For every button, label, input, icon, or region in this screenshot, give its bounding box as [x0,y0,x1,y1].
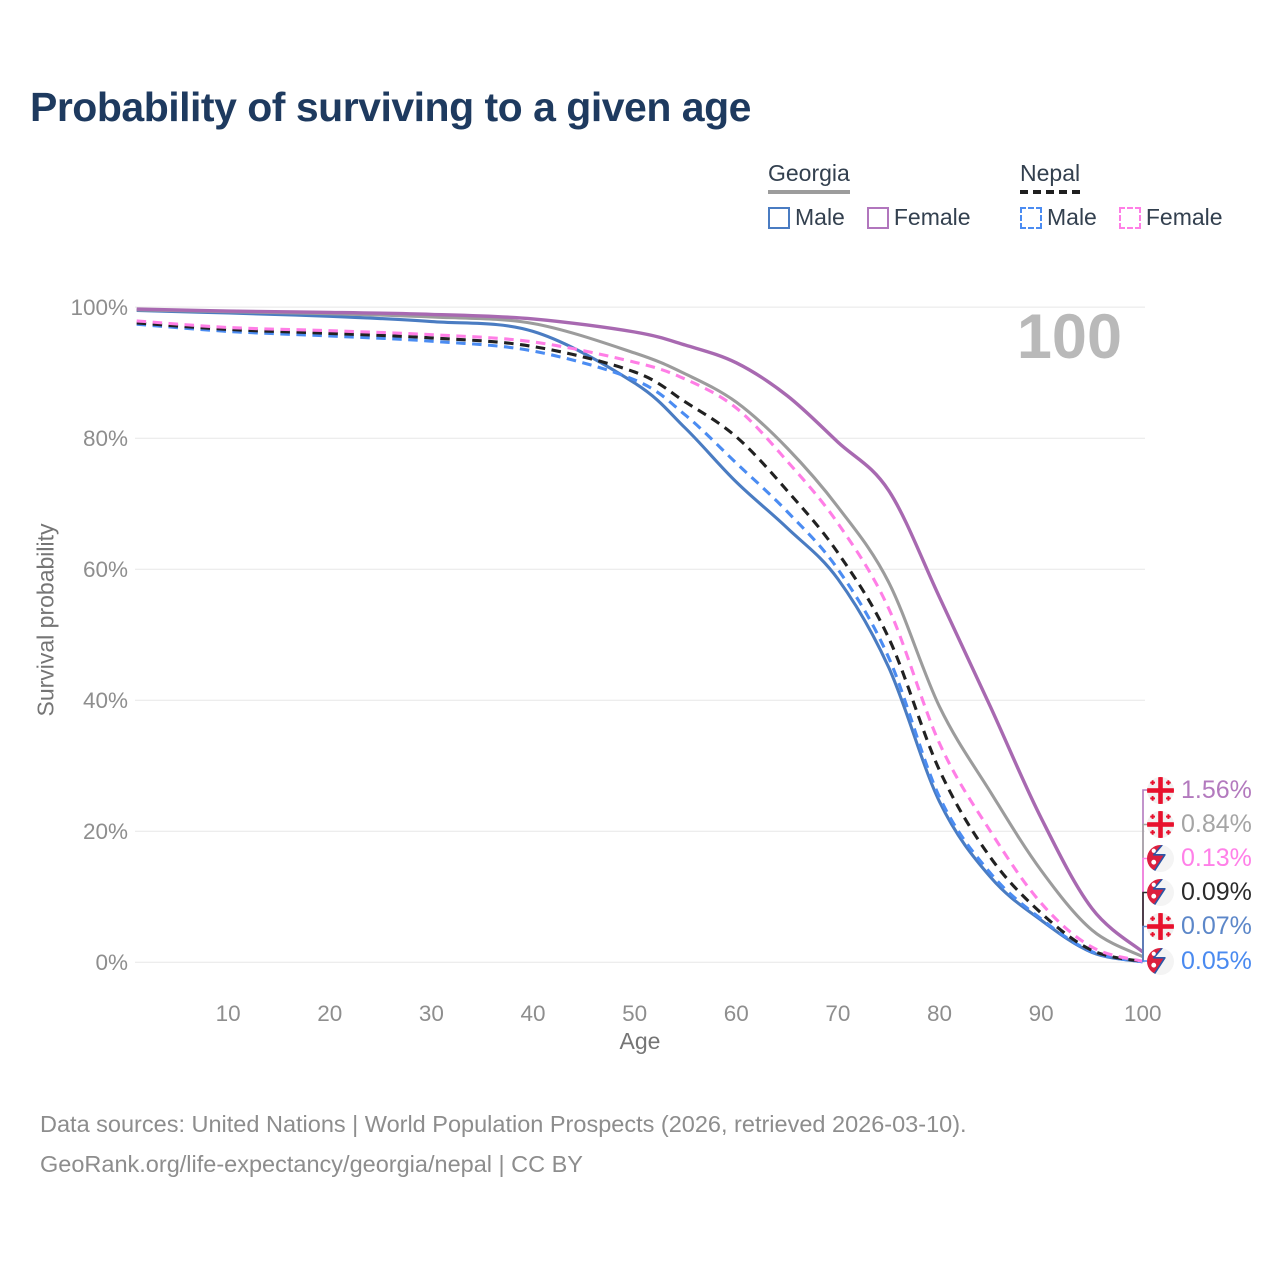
x-tick-label-80: 80 [927,1001,952,1026]
legend-label-nepal-male: Male [1047,204,1097,230]
series-line-nepal-female [136,319,1144,963]
x-tick-label-30: 30 [419,1001,444,1026]
y-tick-label-60: 60% [83,557,128,582]
leader-line-nepal-male [1142,960,1151,962]
x-tick-label-20: 20 [317,1001,342,1026]
legend-label-nepal-female: Female [1145,204,1223,230]
age-hover-watermark: 100 [1017,302,1122,372]
footer: Data sources: United Nations | World Pop… [40,1104,967,1184]
legend-header-nepal: Nepal [1020,160,1081,194]
legend-header-georgia: Georgia [768,160,850,194]
x-tick-label-100: 100 [1124,1001,1162,1026]
x-tick-label-10: 10 [216,1001,241,1026]
x-tick-label-60: 60 [724,1001,749,1026]
x-tick-label-90: 90 [1029,1001,1054,1026]
series-line-nepal-total [136,321,1144,964]
leader-line-georgia-total [1142,823,1151,957]
legend-label-georgia-male: Male [795,204,845,230]
footer-line-2: GeoRank.org/life-expectancy/georgia/nepa… [40,1151,583,1177]
legend-group-nepal: Nepal Male Female [1020,160,1245,231]
leader-line-georgia-female [1142,789,1151,952]
legend-group-georgia: Georgia Male Female [768,160,993,231]
x-tick-label-50: 50 [622,1001,647,1026]
legend-swatch-georgia-male [768,206,790,229]
leader-line-nepal-female [1142,857,1151,962]
x-tick-label-70: 70 [825,1001,850,1026]
y-tick-label-40: 40% [83,688,128,713]
x-axis-title: Age [619,1028,661,1054]
y-tick-label-80: 80% [83,426,128,451]
y-axis-title: Survival probability [32,523,59,717]
y-tick-label-20: 20% [83,819,128,844]
series-line-georgia-male [136,308,1144,964]
footer-line-1: Data sources: United Nations | World Pop… [40,1111,967,1137]
series-line-georgia-female [136,307,1144,954]
page-title: Probability of surviving to a given age [30,84,751,130]
x-tick-label-40: 40 [520,1001,545,1026]
leader-line-georgia-male [1142,925,1151,962]
y-tick-label-100: 100% [70,295,128,320]
survival-chart: 0% 20% 40% 60% 80% 100% 10 20 30 40 50 60 70 80 90 100 1… [70,295,1162,1026]
legend-label-georgia-female: Female [893,204,971,230]
legend-swatch-nepal-female [1118,206,1141,229]
legend-swatch-nepal-male [1020,206,1042,229]
y-tick-label-0: 0% [95,950,128,975]
legend-swatch-georgia-female [866,206,889,229]
series-line-nepal-male [136,322,1144,964]
